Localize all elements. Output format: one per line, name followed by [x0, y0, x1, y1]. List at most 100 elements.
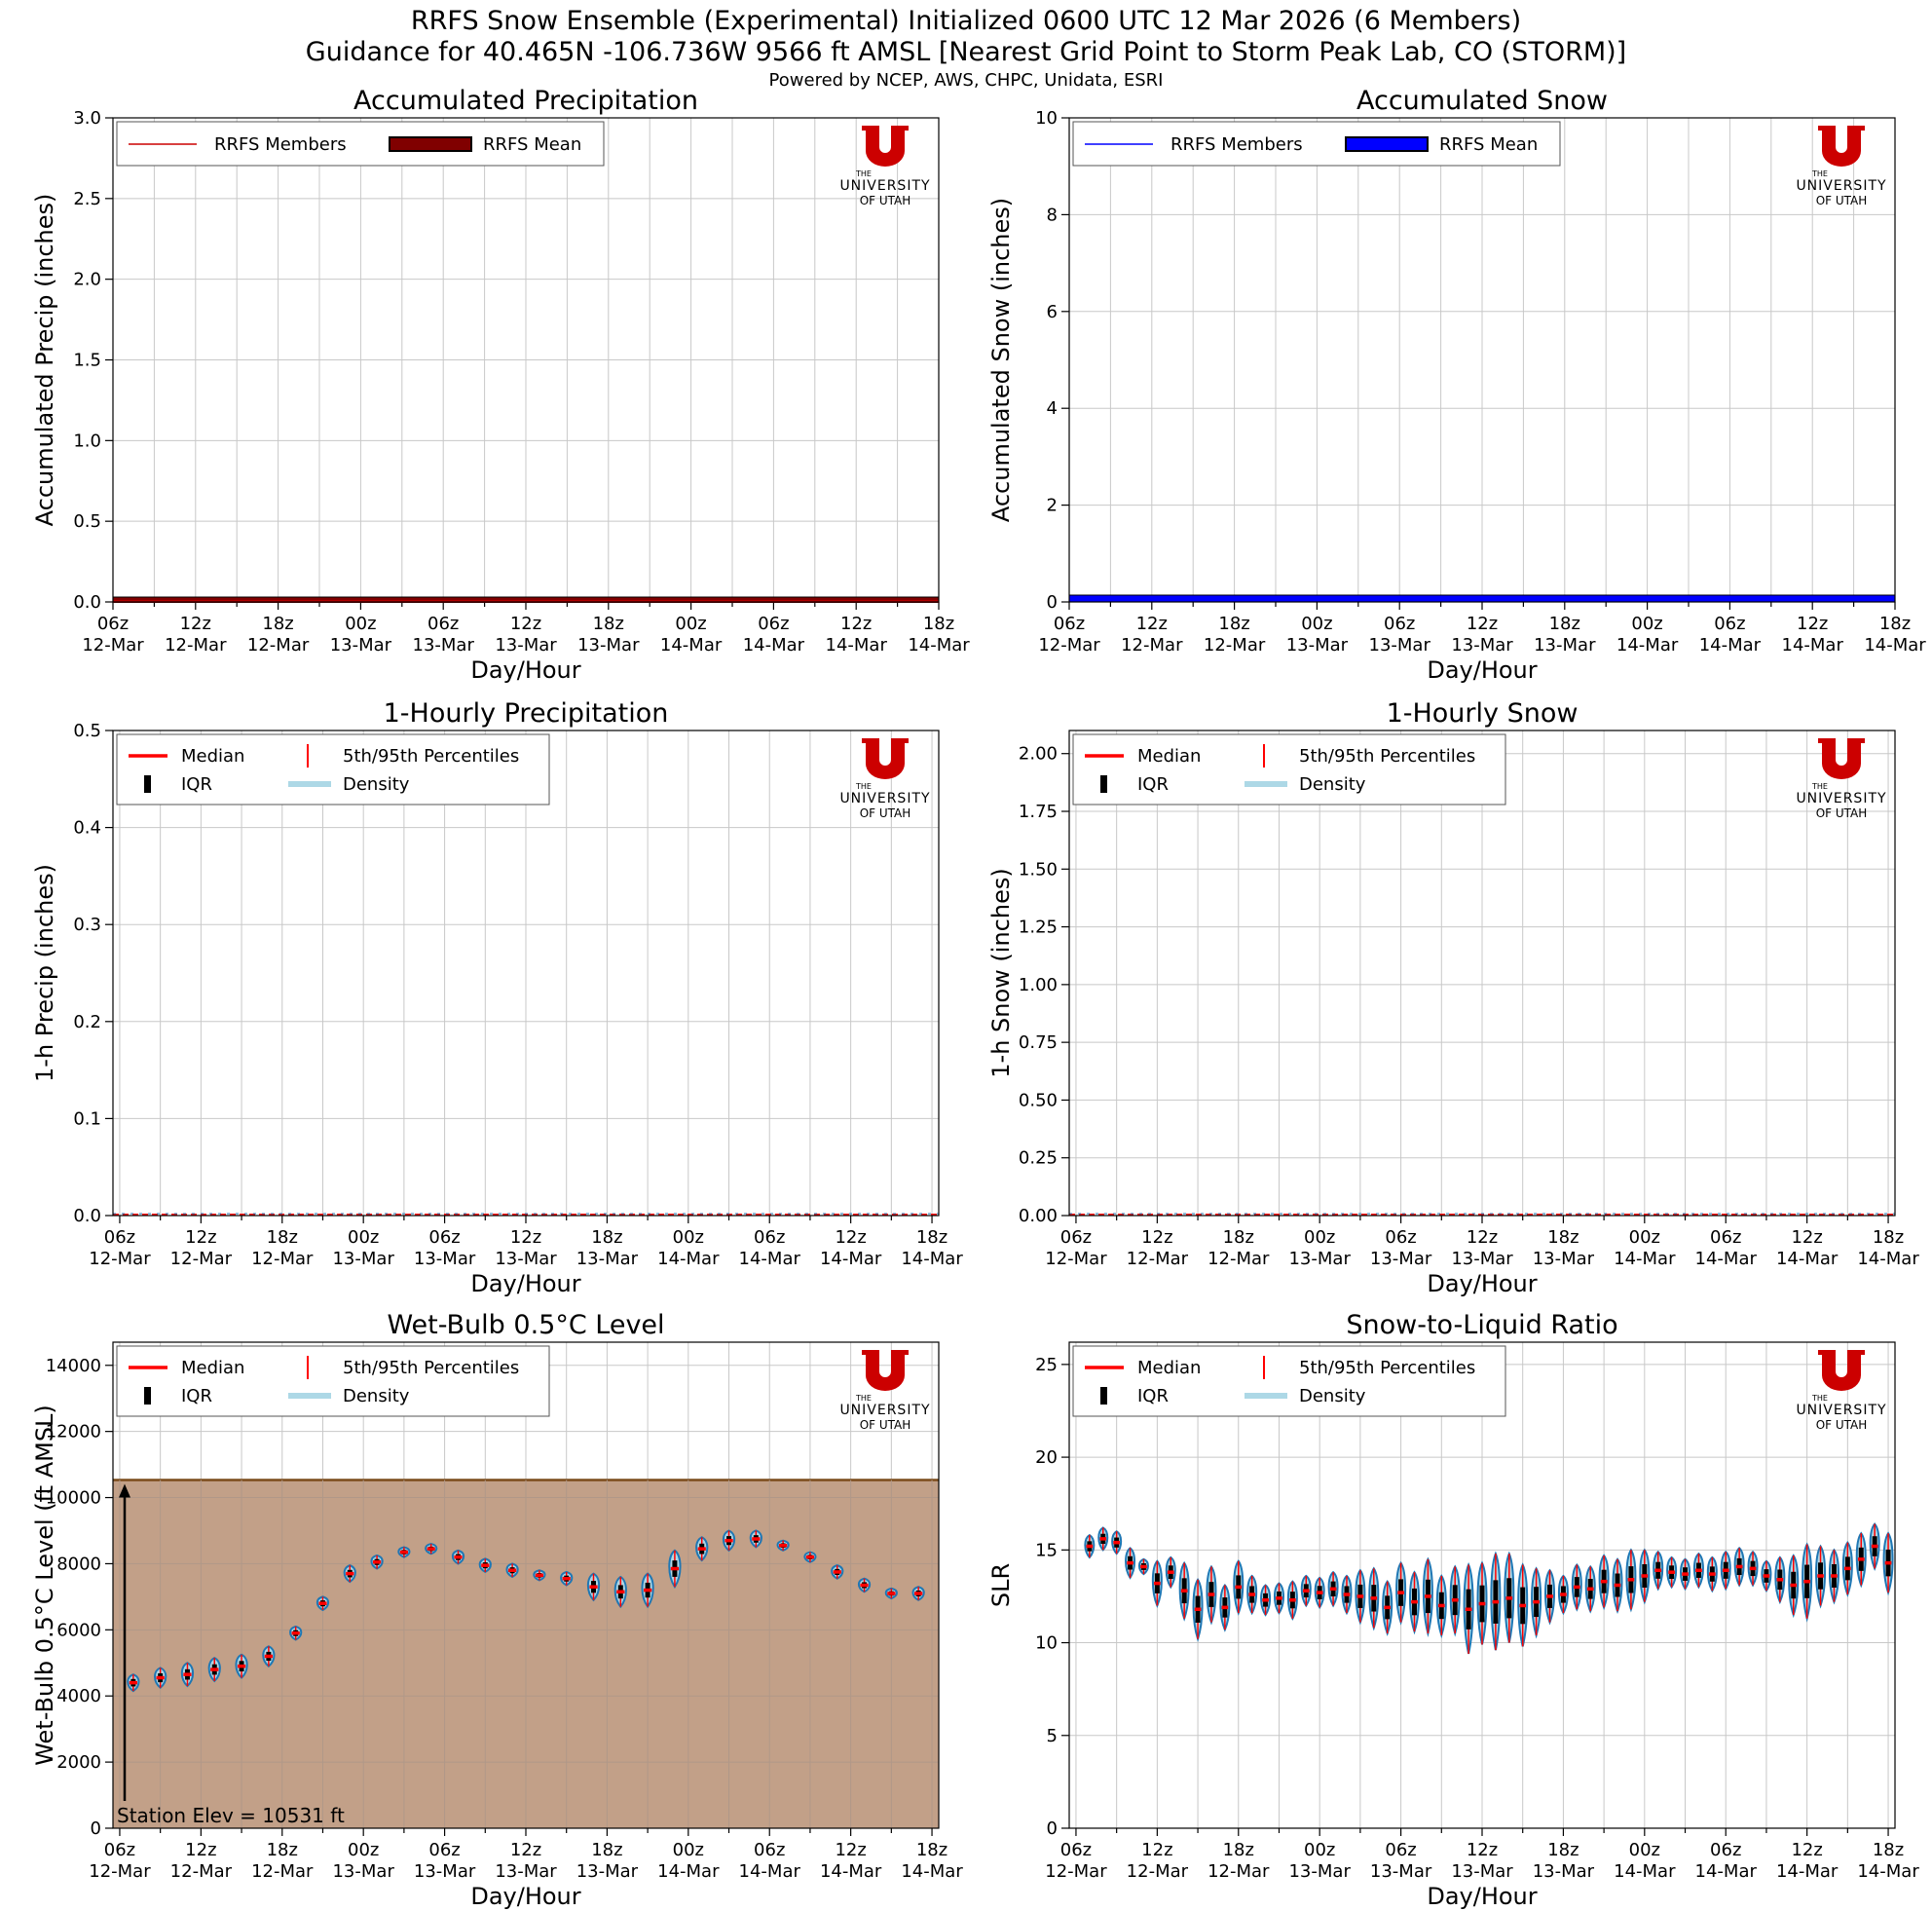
x-tick-hour: 06z	[754, 1840, 785, 1860]
x-tick-date: 13-Mar	[1288, 1249, 1351, 1269]
x-tick-hour: 06z	[1060, 1840, 1092, 1860]
plot-frame	[1068, 730, 1896, 1217]
violin-slr	[1273, 1582, 1284, 1615]
y-tick-label: 4000	[56, 1686, 101, 1706]
x-tick-date: 13-Mar	[413, 635, 475, 656]
legend-median-label: Median	[181, 746, 244, 767]
utah-u-mark	[1822, 1350, 1861, 1391]
violin-slr	[1841, 1541, 1853, 1597]
x-tick-hour: 12z	[180, 614, 211, 634]
logo-text-the: THE	[1811, 1394, 1828, 1403]
violin-slr	[1828, 1548, 1839, 1605]
x-tick-label: 06z 13-Mar	[413, 614, 475, 656]
x-tick-date: 13-Mar	[1533, 1861, 1595, 1882]
x-tick-date: 12-Mar	[251, 1249, 314, 1269]
logo-text-university: UNIVERSITY	[839, 1403, 930, 1418]
y-tick-label: 0.2	[73, 1012, 101, 1032]
y-tick-label: 0	[1047, 592, 1058, 613]
x-tick-date: 12-Mar	[170, 1249, 233, 1269]
x-tick-label: 00z 13-Mar	[1288, 1227, 1351, 1269]
legend-median-label: Median	[1137, 746, 1201, 767]
violin-slr	[1625, 1548, 1637, 1613]
legend-percentile-label: 5th/95th Percentiles	[343, 746, 519, 767]
x-tick-label: 18z 14-Mar	[908, 614, 970, 656]
utah-u-mark	[1822, 738, 1861, 779]
x-tick-date: 13-Mar	[332, 1861, 394, 1882]
x-tick-hour: 06z	[427, 614, 459, 634]
violin-wetbulb	[505, 1562, 519, 1579]
y-tick-label: 0.5	[73, 721, 101, 741]
violin-slr	[1557, 1574, 1569, 1616]
y-tick-label: 2.00	[1019, 744, 1058, 765]
violin-slr	[1422, 1556, 1433, 1637]
legend-density-label: Density	[1299, 1386, 1366, 1406]
x-tick-date: 13-Mar	[576, 1861, 639, 1882]
y-tick-label: 14000	[46, 1356, 101, 1376]
x-tick-label: 12z 13-Mar	[495, 1840, 557, 1882]
x-tick-hour: 06z	[1385, 1840, 1416, 1860]
violin-wetbulb	[641, 1572, 654, 1609]
y-tick-label: 8	[1047, 205, 1058, 225]
y-tick-label: 20	[1035, 1447, 1058, 1468]
x-tick-hour: 18z	[923, 614, 954, 634]
x-tick-hour: 00z	[1304, 1227, 1335, 1248]
x-tick-date: 14-Mar	[820, 1249, 882, 1269]
utah-u-serif	[1847, 1350, 1865, 1355]
x-tick-date: 13-Mar	[332, 1249, 394, 1269]
violin-wetbulb	[533, 1569, 546, 1582]
x-tick-date: 13-Mar	[414, 1249, 476, 1269]
x-tick-date: 12-Mar	[165, 635, 227, 656]
x-tick-label: 06z 14-Mar	[1695, 1840, 1758, 1882]
x-tick-hour: 06z	[1060, 1227, 1092, 1248]
x-tick-date: 13-Mar	[1286, 635, 1349, 656]
x-axis-label: Day/Hour	[1427, 1270, 1537, 1297]
x-tick-label: 18z 14-Mar	[901, 1227, 963, 1269]
violin-wetbulb	[207, 1657, 221, 1683]
logo-text-of-utah: OF UTAH	[860, 806, 911, 820]
utah-u-serif	[862, 126, 879, 131]
x-tick-label: 12z 13-Mar	[1451, 1840, 1513, 1882]
plot-frame	[112, 117, 940, 603]
x-tick-hour: 00z	[345, 614, 376, 634]
x-tick-label: 18z 12-Mar	[1208, 1227, 1270, 1269]
violin-wetbulb	[154, 1667, 167, 1690]
legend: Median 5th/95th Percentiles IQR Density	[116, 733, 550, 806]
utah-u-serif	[1818, 738, 1836, 743]
legend-iqr-swatch	[144, 1387, 151, 1405]
utah-u-mark	[866, 1350, 905, 1391]
x-tick-hour: 12z	[1797, 614, 1828, 634]
legend-percentile-label: 5th/95th Percentiles	[1299, 1358, 1475, 1378]
x-tick-date: 14-Mar	[743, 635, 805, 656]
x-tick-date: 12-Mar	[1208, 1249, 1270, 1269]
violin-slr	[1639, 1548, 1651, 1605]
violin-slr	[1355, 1568, 1366, 1626]
violin-slr	[1680, 1557, 1691, 1592]
violin-slr	[1233, 1559, 1245, 1616]
x-tick-hour: 12z	[835, 1840, 866, 1860]
x-tick-hour: 12z	[510, 614, 541, 634]
legend-iqr-label: IQR	[181, 774, 212, 795]
utah-u-serif	[862, 738, 879, 743]
violin-wetbulb	[289, 1625, 303, 1641]
y-tick-label: 6	[1047, 302, 1058, 322]
x-tick-hour: 12z	[840, 614, 872, 634]
x-axis-label: Day/Hour	[1427, 656, 1537, 684]
figure-credits: Powered by NCEP, AWS, CHPC, Unidata, ESR…	[768, 70, 1164, 91]
x-tick-label: 06z 14-Mar	[743, 614, 805, 656]
x-tick-date: 12-Mar	[1208, 1861, 1270, 1882]
violin-slr	[1408, 1570, 1420, 1635]
x-tick-label: 00z 13-Mar	[330, 614, 392, 656]
x-tick-hour: 18z	[1879, 614, 1911, 634]
x-tick-date: 12-Mar	[170, 1861, 233, 1882]
violin-slr	[1260, 1584, 1272, 1617]
x-tick-hour: 06z	[428, 1840, 460, 1860]
violin-wetbulb	[370, 1554, 384, 1570]
x-tick-label: 18z 13-Mar	[1534, 614, 1596, 656]
x-tick-label: 00z 13-Mar	[1286, 614, 1349, 656]
x-tick-hour: 06z	[758, 614, 789, 634]
x-tick-label: 00z 13-Mar	[1288, 1840, 1351, 1882]
